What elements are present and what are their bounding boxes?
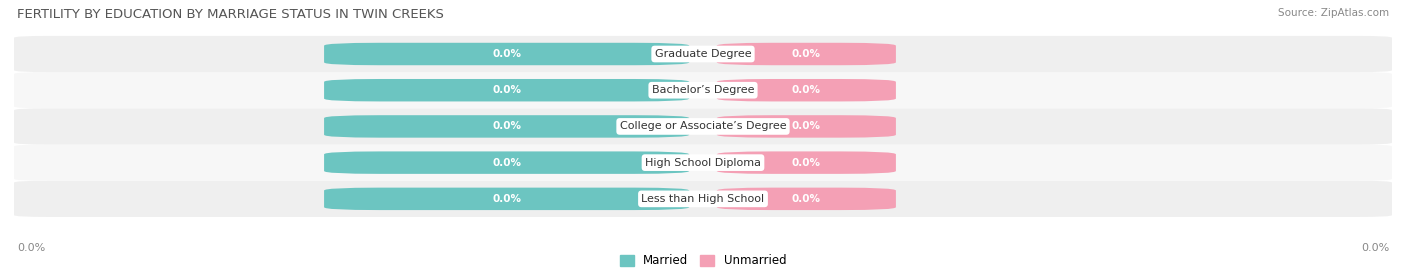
- Text: Source: ZipAtlas.com: Source: ZipAtlas.com: [1278, 8, 1389, 18]
- Text: 0.0%: 0.0%: [792, 49, 821, 59]
- Text: Graduate Degree: Graduate Degree: [655, 49, 751, 59]
- Text: 0.0%: 0.0%: [792, 194, 821, 204]
- Text: 0.0%: 0.0%: [492, 85, 522, 95]
- FancyBboxPatch shape: [717, 43, 896, 65]
- Text: FERTILITY BY EDUCATION BY MARRIAGE STATUS IN TWIN CREEKS: FERTILITY BY EDUCATION BY MARRIAGE STATU…: [17, 8, 444, 21]
- Text: 0.0%: 0.0%: [492, 49, 522, 59]
- FancyBboxPatch shape: [717, 188, 896, 210]
- FancyBboxPatch shape: [14, 108, 1392, 144]
- FancyBboxPatch shape: [323, 79, 689, 101]
- FancyBboxPatch shape: [14, 181, 1392, 217]
- Text: 0.0%: 0.0%: [792, 158, 821, 168]
- FancyBboxPatch shape: [323, 115, 689, 138]
- FancyBboxPatch shape: [14, 72, 1392, 108]
- Text: 0.0%: 0.0%: [792, 85, 821, 95]
- Text: Less than High School: Less than High School: [641, 194, 765, 204]
- Text: 0.0%: 0.0%: [792, 121, 821, 132]
- Text: High School Diploma: High School Diploma: [645, 158, 761, 168]
- Text: 0.0%: 0.0%: [492, 121, 522, 132]
- FancyBboxPatch shape: [717, 115, 896, 138]
- Text: 0.0%: 0.0%: [492, 158, 522, 168]
- FancyBboxPatch shape: [717, 79, 896, 101]
- FancyBboxPatch shape: [14, 144, 1392, 181]
- Text: 0.0%: 0.0%: [492, 194, 522, 204]
- Text: 0.0%: 0.0%: [17, 243, 45, 253]
- FancyBboxPatch shape: [14, 36, 1392, 72]
- FancyBboxPatch shape: [323, 188, 689, 210]
- Text: Bachelor’s Degree: Bachelor’s Degree: [652, 85, 754, 95]
- FancyBboxPatch shape: [323, 43, 689, 65]
- Text: 0.0%: 0.0%: [1361, 243, 1389, 253]
- FancyBboxPatch shape: [717, 151, 896, 174]
- Text: College or Associate’s Degree: College or Associate’s Degree: [620, 121, 786, 132]
- Legend: Married, Unmarried: Married, Unmarried: [620, 254, 786, 267]
- FancyBboxPatch shape: [323, 151, 689, 174]
